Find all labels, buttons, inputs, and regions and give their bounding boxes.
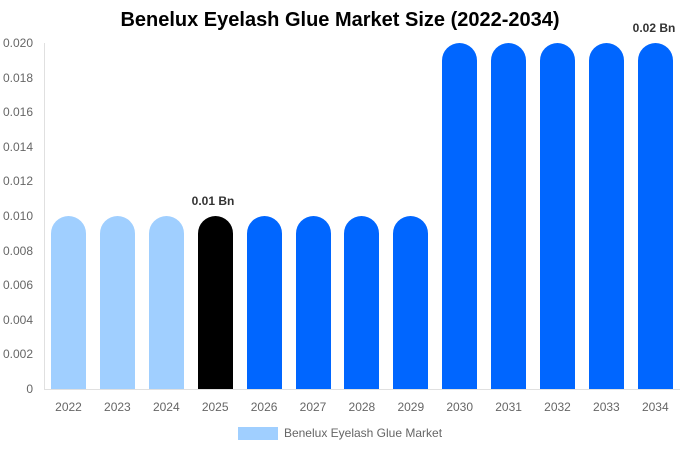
x-tick-label: 2033 <box>593 400 620 414</box>
x-tick-label: 2022 <box>55 400 82 414</box>
x-tick-label: 2026 <box>250 400 278 414</box>
bar-2034[interactable] <box>637 43 673 389</box>
y-tick-label: 0.020 <box>2 36 33 50</box>
x-tick-label: 2028 <box>348 400 376 414</box>
y-tick-label: 0.008 <box>2 243 33 258</box>
x-tick-label: 2025 <box>201 400 229 414</box>
y-tick-label: 0.012 <box>2 174 33 189</box>
y-tick-label: 0 <box>26 382 33 396</box>
data-label-2025: 0.01 Bn <box>191 194 235 208</box>
legend-label: Benelux Eyelash Glue Market <box>283 426 443 440</box>
x-tick-label: 2034 <box>641 400 669 414</box>
bar-2030[interactable] <box>442 43 478 389</box>
bar-2029[interactable] <box>393 216 429 389</box>
y-tick-label: 0.014 <box>2 139 33 154</box>
data-label-2034: 0.02 Bn <box>632 21 676 35</box>
legend[interactable]: Benelux Eyelash Glue Market <box>0 426 680 440</box>
bar-2028[interactable] <box>344 216 380 389</box>
bar-2032[interactable] <box>540 43 575 389</box>
bar-2023[interactable] <box>99 216 135 389</box>
legend-swatch <box>237 426 278 440</box>
x-tick-label: 2030 <box>446 400 474 414</box>
x-tick-label: 2024 <box>152 400 180 414</box>
y-tick-label: 0.006 <box>2 278 33 293</box>
x-tick-label: 2029 <box>397 400 425 414</box>
x-tick-label: 2031 <box>495 400 522 414</box>
bar-2027[interactable] <box>295 216 331 389</box>
x-tick-label: 2027 <box>299 400 327 414</box>
x-tick-label: 2032 <box>544 400 571 414</box>
x-tick-label: 2023 <box>104 400 131 414</box>
y-tick-label: 0.004 <box>2 312 33 327</box>
bar-2024[interactable] <box>148 216 184 389</box>
bar-2025[interactable] <box>197 216 233 389</box>
y-tick-label: 0.016 <box>2 105 33 120</box>
y-axis-line <box>44 43 45 389</box>
bar-2031[interactable] <box>491 43 527 389</box>
bar-2033[interactable] <box>588 43 624 389</box>
bar-2026[interactable] <box>246 216 282 389</box>
y-tick-label: 0.018 <box>2 70 33 85</box>
y-tick-label: 0.002 <box>2 347 33 362</box>
y-tick-label: 0.010 <box>2 209 33 223</box>
chart-title: Benelux Eyelash Glue Market Size (2022-2… <box>120 9 560 31</box>
x-axis-line <box>44 389 680 390</box>
bar-2022[interactable] <box>51 216 86 389</box>
